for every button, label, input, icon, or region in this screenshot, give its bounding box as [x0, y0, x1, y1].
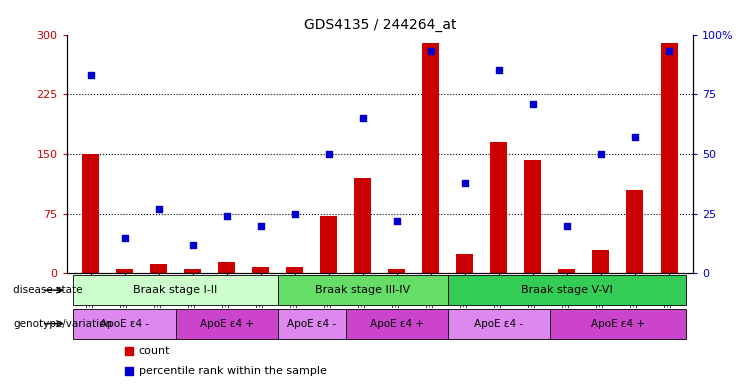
Bar — [550, 309, 686, 339]
Text: ApoE ε4 +: ApoE ε4 + — [591, 319, 645, 329]
Point — [629, 134, 641, 141]
Bar — [346, 309, 448, 339]
Bar — [559, 270, 576, 273]
Point — [187, 242, 199, 248]
Text: genotype/variation: genotype/variation — [13, 319, 113, 329]
Bar — [278, 275, 448, 305]
Bar — [626, 190, 643, 273]
Point — [255, 223, 267, 229]
Bar — [82, 154, 99, 273]
Bar — [593, 250, 609, 273]
Point — [119, 235, 130, 241]
Text: ApoE ε4 +: ApoE ε4 + — [199, 319, 253, 329]
Point — [391, 218, 402, 224]
Bar — [278, 309, 346, 339]
Point — [561, 223, 573, 229]
Bar — [422, 43, 439, 273]
Text: ApoE ε4 -: ApoE ε4 - — [100, 319, 149, 329]
Bar — [116, 270, 133, 273]
Bar — [388, 270, 405, 273]
Point — [425, 48, 436, 55]
Point — [84, 72, 96, 78]
Point — [493, 67, 505, 73]
Text: ApoE ε4 -: ApoE ε4 - — [474, 319, 523, 329]
Text: percentile rank within the sample: percentile rank within the sample — [139, 366, 327, 376]
Point — [289, 211, 301, 217]
Bar — [354, 178, 371, 273]
Point — [357, 115, 369, 121]
Bar — [448, 275, 686, 305]
Point — [663, 48, 675, 55]
Bar — [184, 270, 201, 273]
Point — [153, 206, 165, 212]
Bar — [252, 267, 269, 273]
Bar — [73, 275, 278, 305]
Text: count: count — [139, 346, 170, 356]
Bar — [491, 142, 508, 273]
Text: Braak stage I-II: Braak stage I-II — [133, 285, 218, 295]
Bar — [150, 264, 167, 273]
Bar — [286, 267, 303, 273]
Text: Braak stage III-IV: Braak stage III-IV — [315, 285, 411, 295]
Text: Braak stage V-VI: Braak stage V-VI — [521, 285, 613, 295]
Bar — [320, 216, 337, 273]
Bar — [73, 309, 176, 339]
Bar — [448, 309, 550, 339]
Bar — [660, 43, 677, 273]
Point — [221, 213, 233, 219]
Bar — [525, 160, 542, 273]
Bar — [176, 309, 278, 339]
Bar — [456, 253, 473, 273]
Bar — [218, 262, 235, 273]
Point — [323, 151, 335, 157]
Text: ApoE ε4 -: ApoE ε4 - — [288, 319, 336, 329]
Point — [459, 180, 471, 186]
Title: GDS4135 / 244264_at: GDS4135 / 244264_at — [304, 18, 456, 32]
Text: disease state: disease state — [13, 285, 83, 295]
Text: ApoE ε4 +: ApoE ε4 + — [370, 319, 424, 329]
Point — [595, 151, 607, 157]
Point — [527, 101, 539, 107]
